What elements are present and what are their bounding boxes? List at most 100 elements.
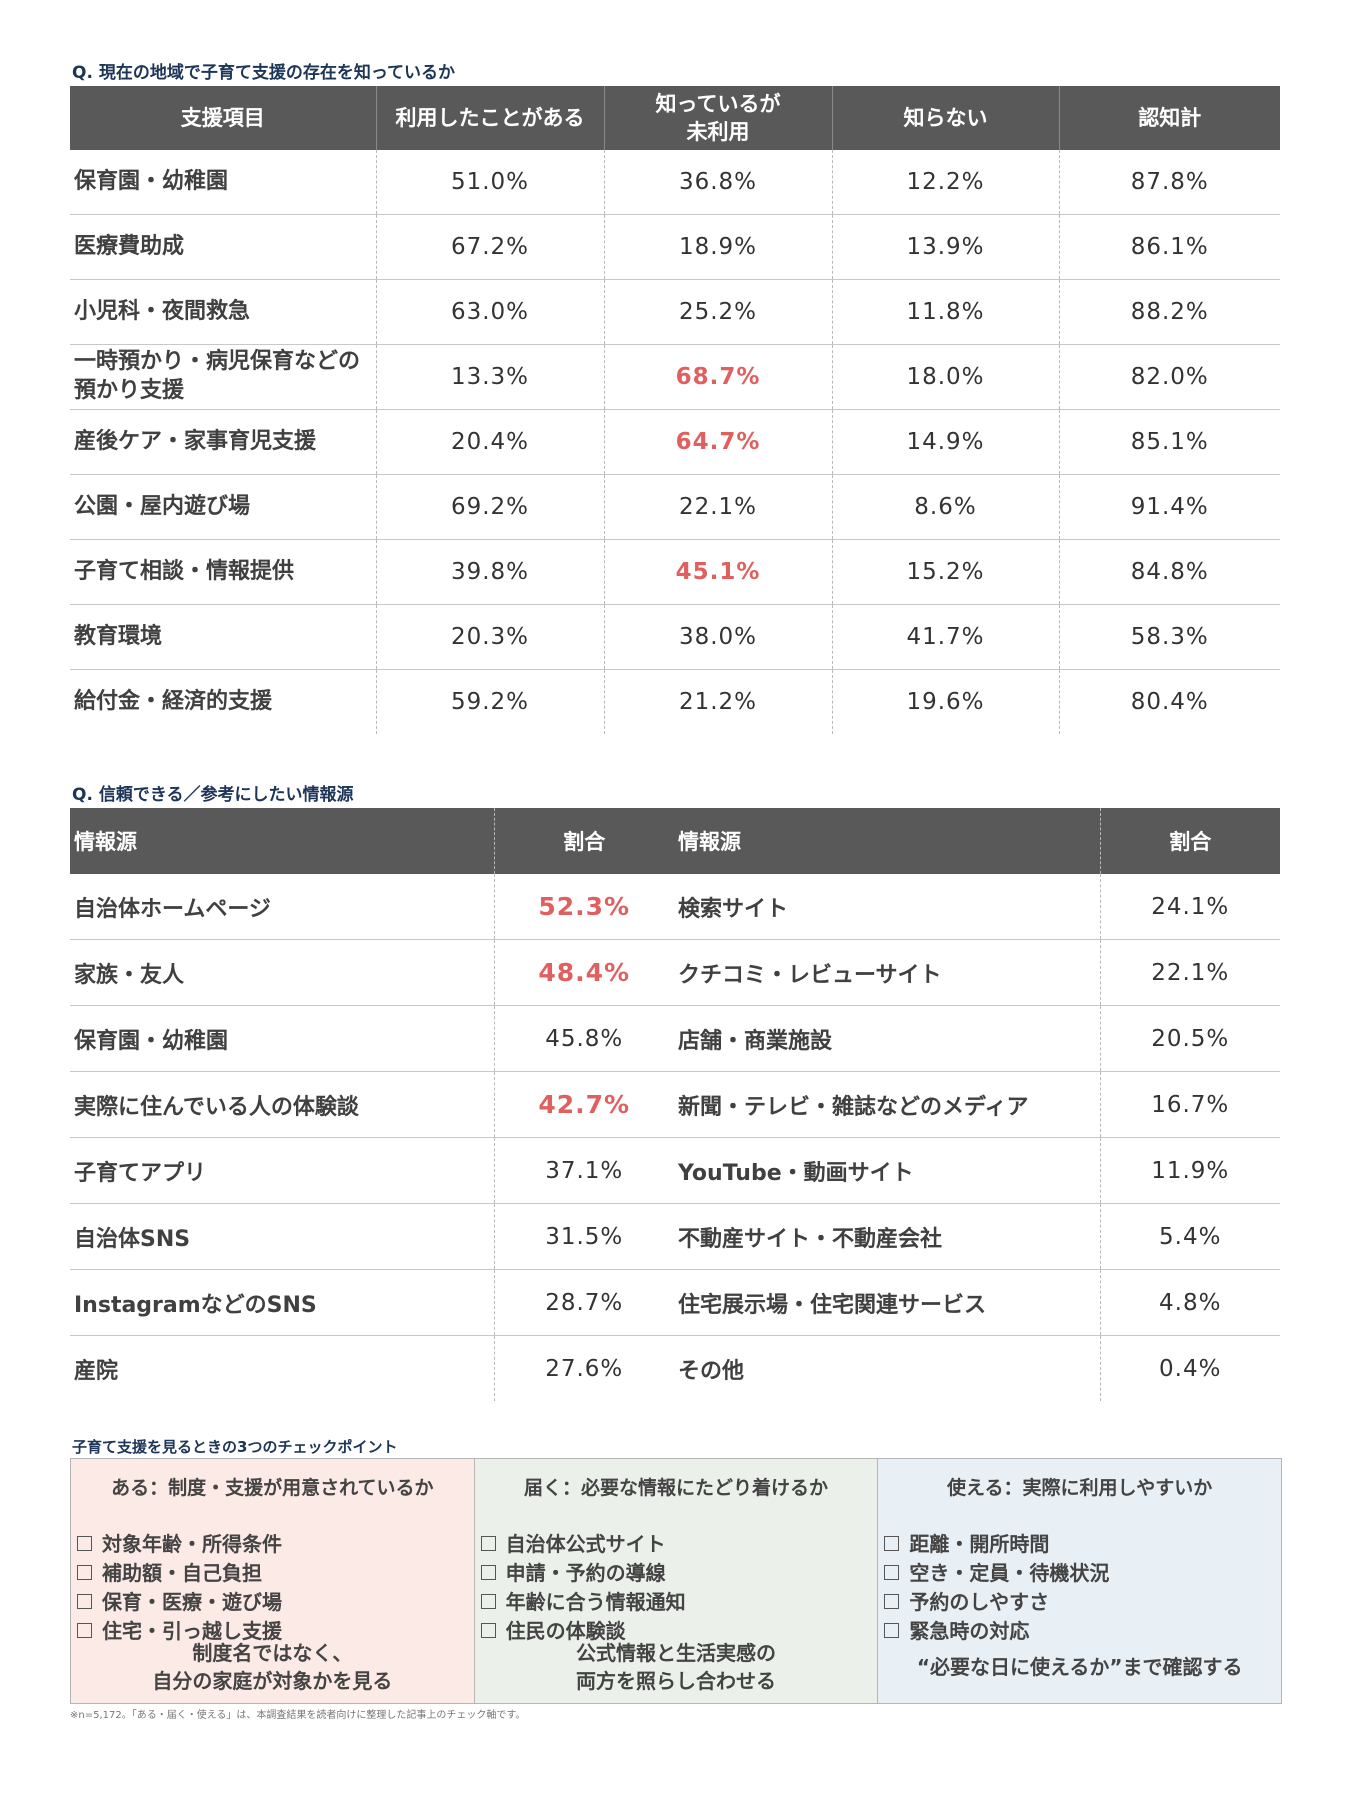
pct-right: 16.7% — [1099, 1071, 1280, 1138]
checklist-item[interactable]: 住民の体験談 — [480, 1617, 878, 1646]
table-row: 家族・友人 48.4% クチコミ・レビューサイト 22.1% — [70, 939, 1280, 1006]
section1-question: Q. 現在の地域で子育て支援の存在を知っているか — [72, 63, 455, 83]
cell-known: 22.1% — [603, 474, 832, 540]
table-header-row: 支援項目 利用したことがある 知っているが 未利用 知らない 認知計 — [70, 86, 1280, 150]
pct-left: 37.1% — [493, 1137, 674, 1204]
cell-used: 20.4% — [375, 409, 604, 475]
checkbox-icon[interactable] — [480, 1536, 496, 1551]
table-row: 保育園・幼稚園 45.8% 店舗・商業施設 20.5% — [70, 1005, 1280, 1072]
pct-left: 31.5% — [493, 1203, 674, 1270]
cell-total: 85.1% — [1058, 409, 1280, 475]
pct-left-highlight: 52.3% — [493, 874, 674, 940]
pct-right: 0.4% — [1099, 1335, 1280, 1401]
cell-used: 63.0% — [375, 279, 604, 345]
checklist: 対象年齢・所得条件 補助額・自己負担 保育・医療・遊び場 住宅・引っ越し支援 — [77, 1530, 474, 1646]
checkpoint-column-todoku: 届く：必要な情報にたどり着けるか 自治体公式サイト 申請・予約の導線 年齢に合う… — [473, 1459, 878, 1703]
cell-unknown: 13.9% — [831, 214, 1059, 280]
checklist-item[interactable]: 緊急時の対応 — [884, 1617, 1281, 1646]
checklist: 距離・開所時間 空き・定員・待機状況 予約のしやすさ 緊急時の対応 — [884, 1530, 1281, 1646]
source-right: 検索サイト — [674, 874, 1100, 940]
section3-title: 子育て支援を見るときの3つのチェックポイント — [72, 1438, 398, 1456]
checklist-label: 住宅・引っ越し支援 — [102, 1619, 282, 1643]
section2-question: Q. 信頼できる／参考にしたい情報源 — [72, 785, 354, 805]
cell-unknown: 14.9% — [831, 409, 1059, 475]
source-left: 家族・友人 — [70, 939, 494, 1006]
checklist-item[interactable]: 距離・開所時間 — [884, 1530, 1281, 1559]
checklist-item[interactable]: 申請・予約の導線 — [480, 1559, 878, 1588]
source-left: InstagramなどのSNS — [70, 1269, 494, 1336]
source-left: 子育てアプリ — [70, 1137, 494, 1204]
source-left: 保育園・幼稚園 — [70, 1005, 494, 1072]
checkbox-icon[interactable] — [884, 1565, 900, 1580]
cell-unknown: 15.2% — [831, 539, 1059, 605]
checklist-item[interactable]: 空き・定員・待機状況 — [884, 1559, 1281, 1588]
table-row: 保育園・幼稚園 51.0% 36.8% 12.2% 87.8% — [70, 150, 1280, 215]
checkbox-icon[interactable] — [77, 1536, 92, 1551]
checkpoint-column-aru: ある：制度・支援が用意されているか 対象年齢・所得条件 補助額・自己負担 保育・… — [71, 1459, 474, 1703]
column-summary-line1: 公式情報と生活実感の — [576, 1641, 776, 1665]
cell-known-highlight: 68.7% — [603, 344, 832, 410]
row-name: 医療費助成 — [70, 214, 376, 280]
cell-total: 87.8% — [1058, 150, 1280, 215]
checklist-item[interactable]: 住宅・引っ越し支援 — [77, 1617, 474, 1646]
pct-right: 24.1% — [1099, 874, 1280, 940]
checklist-label: 空き・定員・待機状況 — [909, 1561, 1110, 1585]
column-heading: ある：制度・支援が用意されているか — [111, 1477, 434, 1499]
checkbox-icon[interactable] — [884, 1594, 900, 1609]
table-row: 教育環境 20.3% 38.0% 41.7% 58.3% — [70, 604, 1280, 670]
table-row: 医療費助成 67.2% 18.9% 13.9% 86.1% — [70, 214, 1280, 280]
table-row: 公園・屋内遊び場 69.2% 22.1% 8.6% 91.4% — [70, 474, 1280, 540]
checkbox-icon[interactable] — [77, 1594, 92, 1609]
checklist-item[interactable]: 補助額・自己負担 — [77, 1559, 474, 1588]
row-name-line1: 一時預かり・病児保育などの — [74, 349, 361, 375]
checklist-item[interactable]: 予約のしやすさ — [884, 1588, 1281, 1617]
table-row: 自治体SNS 31.5% 不動産サイト・不動産会社 5.4% — [70, 1203, 1280, 1270]
column-summary-line2: 自分の家庭が対象かを見る — [152, 1669, 393, 1693]
cell-total: 86.1% — [1058, 214, 1280, 280]
checkbox-icon[interactable] — [884, 1536, 900, 1551]
checklist-item[interactable]: 保育・医療・遊び場 — [77, 1588, 474, 1617]
cell-used: 51.0% — [375, 150, 604, 215]
table-row: 子育て相談・情報提供 39.8% 45.1% 15.2% 84.8% — [70, 539, 1280, 605]
table-row: 産後ケア・家事育児支援 20.4% 64.7% 14.9% 85.1% — [70, 409, 1280, 475]
header-known-unused: 知っているが 未利用 — [603, 86, 832, 150]
checkbox-icon[interactable] — [480, 1565, 496, 1580]
checklist-label: 緊急時の対応 — [909, 1619, 1030, 1643]
cell-unknown: 41.7% — [831, 604, 1059, 670]
checklist-label: 年齢に合う情報通知 — [505, 1590, 686, 1614]
source-right: YouTube・動画サイト — [674, 1137, 1100, 1204]
checkbox-icon[interactable] — [884, 1623, 900, 1638]
pct-right: 11.9% — [1099, 1137, 1280, 1204]
info-source-table: 情報源 割合 情報源 割合 自治体ホームページ 52.3% 検索サイト 24.1… — [70, 808, 1280, 1401]
cell-known: 21.2% — [603, 669, 832, 734]
column-heading: 届く：必要な情報にたどり着けるか — [524, 1477, 829, 1499]
support-awareness-table: 支援項目 利用したことがある 知っているが 未利用 知らない 認知計 保育園・幼… — [70, 86, 1280, 734]
source-right: 不動産サイト・不動産会社 — [674, 1203, 1100, 1270]
column-summary: 公式情報と生活実感の 両方を照らし合わせる — [475, 1639, 878, 1695]
row-name: 小児科・夜間救急 — [70, 279, 376, 345]
row-name: 産後ケア・家事育児支援 — [70, 409, 376, 475]
pct-right: 5.4% — [1099, 1203, 1280, 1270]
checkbox-icon[interactable] — [77, 1565, 92, 1580]
cell-total: 91.4% — [1058, 474, 1280, 540]
checkbox-icon[interactable] — [77, 1623, 92, 1638]
checklist-item[interactable]: 年齢に合う情報通知 — [480, 1588, 878, 1617]
cell-total: 82.0% — [1058, 344, 1280, 410]
checkbox-icon[interactable] — [480, 1623, 496, 1638]
footnote: ※n=5,172。「ある・届く・使える」は、本調査結果を読者向けに整理した記事上… — [70, 1710, 526, 1721]
column-heading: 使える：実際に利用しやすいか — [947, 1477, 1213, 1499]
checklist-item[interactable]: 自治体公式サイト — [480, 1530, 878, 1559]
pct-left-highlight: 42.7% — [493, 1071, 674, 1138]
checklist-label: 保育・医療・遊び場 — [102, 1590, 282, 1614]
cell-unknown: 12.2% — [831, 150, 1059, 215]
checkbox-icon[interactable] — [480, 1594, 496, 1609]
column-summary: “必要な日に使えるか”まで確認する — [916, 1655, 1243, 1679]
cell-known-highlight: 64.7% — [603, 409, 832, 475]
cell-unknown: 8.6% — [831, 474, 1059, 540]
table-header-row: 情報源 割合 情報源 割合 — [70, 808, 1280, 874]
table-row: 小児科・夜間救急 63.0% 25.2% 11.8% 88.2% — [70, 279, 1280, 345]
checklist-item[interactable]: 対象年齢・所得条件 — [77, 1530, 474, 1559]
checklist-label: 予約のしやすさ — [909, 1590, 1050, 1614]
column-summary-line1: 制度名ではなく、 — [192, 1641, 353, 1665]
cell-unknown: 19.6% — [831, 669, 1059, 734]
